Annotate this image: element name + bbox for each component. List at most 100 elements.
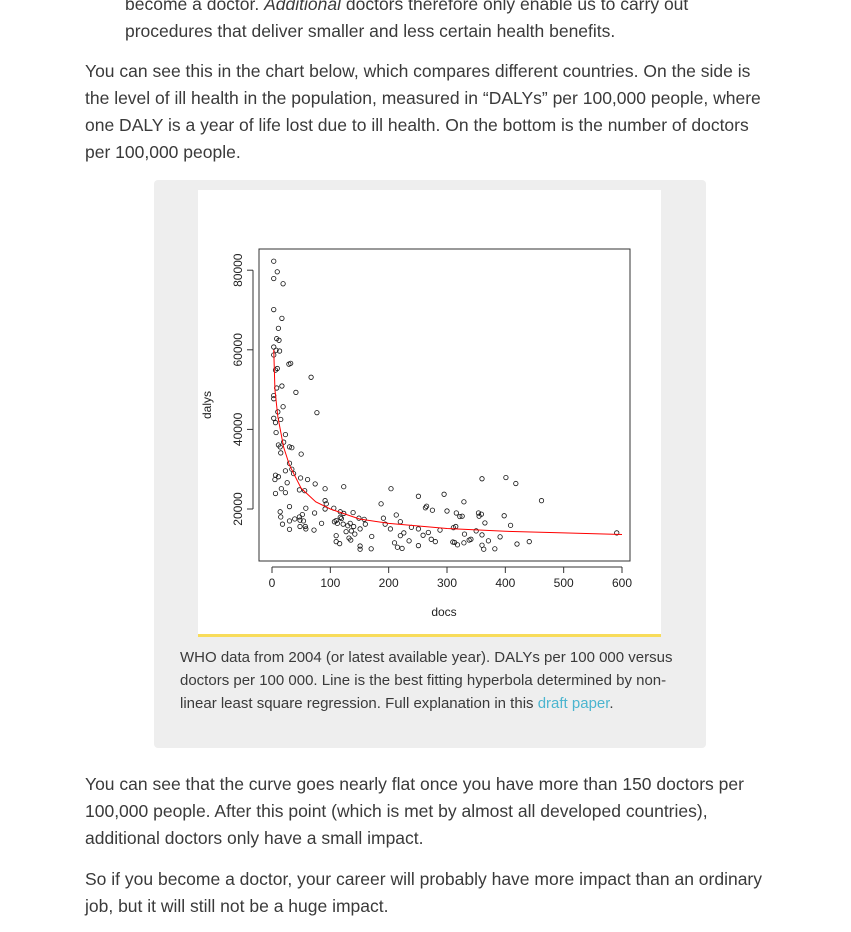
scatter-chart: 0 100 200 300 400 500 60020000400006000080000 … — [200, 248, 632, 619]
data-point — [272, 476, 278, 483]
data-point — [351, 523, 357, 530]
data-point — [479, 476, 485, 482]
plot-frame — [258, 248, 631, 562]
data-point — [497, 534, 503, 540]
data-point — [271, 307, 277, 313]
data-point — [318, 520, 325, 526]
data-point — [415, 526, 422, 532]
data-point — [302, 523, 308, 530]
x-tick-label: 200 — [379, 576, 399, 590]
data-point — [311, 527, 317, 533]
data-point — [297, 475, 304, 481]
data-point — [279, 521, 286, 527]
data-point — [303, 505, 309, 511]
data-point — [369, 533, 375, 540]
data-point — [272, 420, 279, 426]
x-tick-label: 100 — [320, 576, 340, 590]
data-point — [394, 544, 401, 550]
data-point — [286, 444, 293, 450]
data-point — [476, 513, 482, 519]
data-point — [422, 505, 429, 511]
intro-text: procedures that deliver smaller and less… — [125, 21, 616, 41]
data-point — [387, 526, 394, 532]
data-point — [526, 539, 532, 545]
data-point — [292, 516, 298, 522]
data-point — [280, 281, 286, 287]
caption-text: WHO data from 2004 (or latest available … — [180, 649, 673, 712]
data-point — [492, 546, 498, 552]
data-point — [415, 543, 422, 549]
data-point — [348, 528, 354, 534]
data-point — [322, 498, 328, 504]
data-point — [437, 527, 443, 533]
data-point — [279, 315, 285, 321]
data-point — [485, 538, 492, 544]
data-point — [303, 526, 309, 532]
chart-image: 0 100 200 300 400 500 600 20000 40000 60000 80000 … — [198, 190, 661, 637]
data-point — [401, 530, 407, 536]
data-point — [378, 501, 384, 507]
data-point — [345, 523, 351, 529]
data-point — [286, 526, 293, 532]
data-point — [420, 532, 426, 538]
x-tick-label: 0 — [269, 576, 276, 590]
data-point — [271, 275, 277, 282]
data-point — [298, 451, 304, 457]
data-point — [368, 546, 374, 552]
data-point — [461, 531, 468, 537]
data-point — [289, 445, 295, 451]
y-tick-label: 80000 — [231, 253, 245, 287]
data-point — [277, 509, 283, 515]
data-point — [513, 480, 519, 487]
data-point — [299, 511, 305, 518]
intro-paragraph: become a doctor. Additional doctors ther… — [125, 0, 775, 45]
data-point — [297, 517, 303, 523]
chart-intro-paragraph: You can see this in the chart below, whi… — [85, 61, 761, 162]
draft-paper-link[interactable]: draft paper — [537, 695, 610, 712]
data-point — [341, 484, 347, 490]
data-point — [276, 348, 283, 354]
data-point — [341, 510, 347, 516]
data-point — [282, 431, 289, 438]
data-point — [380, 515, 387, 521]
data-point — [348, 537, 354, 543]
data-point — [350, 509, 356, 516]
data-point — [468, 536, 474, 542]
data-point — [507, 522, 514, 528]
data-point — [333, 533, 339, 539]
data-point — [481, 546, 487, 552]
data-point — [278, 416, 284, 423]
y-tick-label: 40000 — [231, 412, 245, 446]
y-tick-label: 60000 — [231, 333, 245, 367]
data-point — [312, 481, 318, 487]
figure: 0 100 200 300 400 500 600 20000 40000 60000 80000 … — [154, 180, 706, 748]
data-point — [406, 538, 412, 544]
summary-paragraph: So if you become a doctor, your career w… — [85, 869, 763, 916]
data-point — [482, 520, 488, 526]
data-point — [457, 513, 463, 520]
data-point — [284, 480, 290, 486]
y-axis-label: dalys — [200, 391, 214, 419]
x-axis-label: docs — [431, 605, 456, 619]
data-point — [415, 493, 422, 499]
data-point — [288, 360, 294, 366]
data-point — [461, 499, 467, 505]
data-point — [282, 490, 289, 496]
data-point — [503, 474, 509, 481]
data-point — [441, 491, 447, 497]
data-point — [278, 486, 284, 492]
data-point — [357, 546, 363, 552]
data-point — [382, 521, 388, 527]
data-point — [289, 466, 295, 472]
data-point — [393, 512, 399, 518]
data-point — [399, 545, 405, 552]
data-point — [343, 529, 349, 535]
data-point — [278, 514, 284, 520]
data-point — [302, 488, 308, 494]
data-point — [501, 513, 507, 519]
data-point — [352, 531, 358, 537]
data-point — [397, 533, 403, 539]
intro-emphasis: Additional — [264, 0, 341, 14]
figure-caption: WHO data from 2004 (or latest available … — [180, 646, 690, 715]
data-point — [278, 450, 284, 456]
